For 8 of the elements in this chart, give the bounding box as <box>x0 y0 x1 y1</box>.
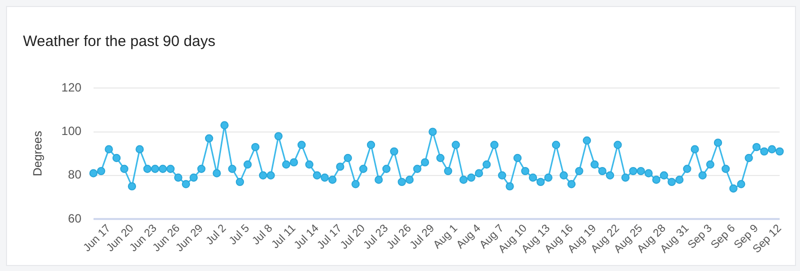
y-tick-label: 60 <box>68 211 82 226</box>
y-tick-label: 100 <box>61 124 82 138</box>
chart-title: Weather for the past 90 days <box>23 33 216 50</box>
y-tick-label: 120 <box>61 80 82 95</box>
x-tick-label: Jul 5 <box>226 222 252 248</box>
y-axis-title: Degrees <box>30 130 45 176</box>
y-tick-label: 80 <box>68 168 82 182</box>
x-tick-label: Jul 2 <box>204 222 229 248</box>
